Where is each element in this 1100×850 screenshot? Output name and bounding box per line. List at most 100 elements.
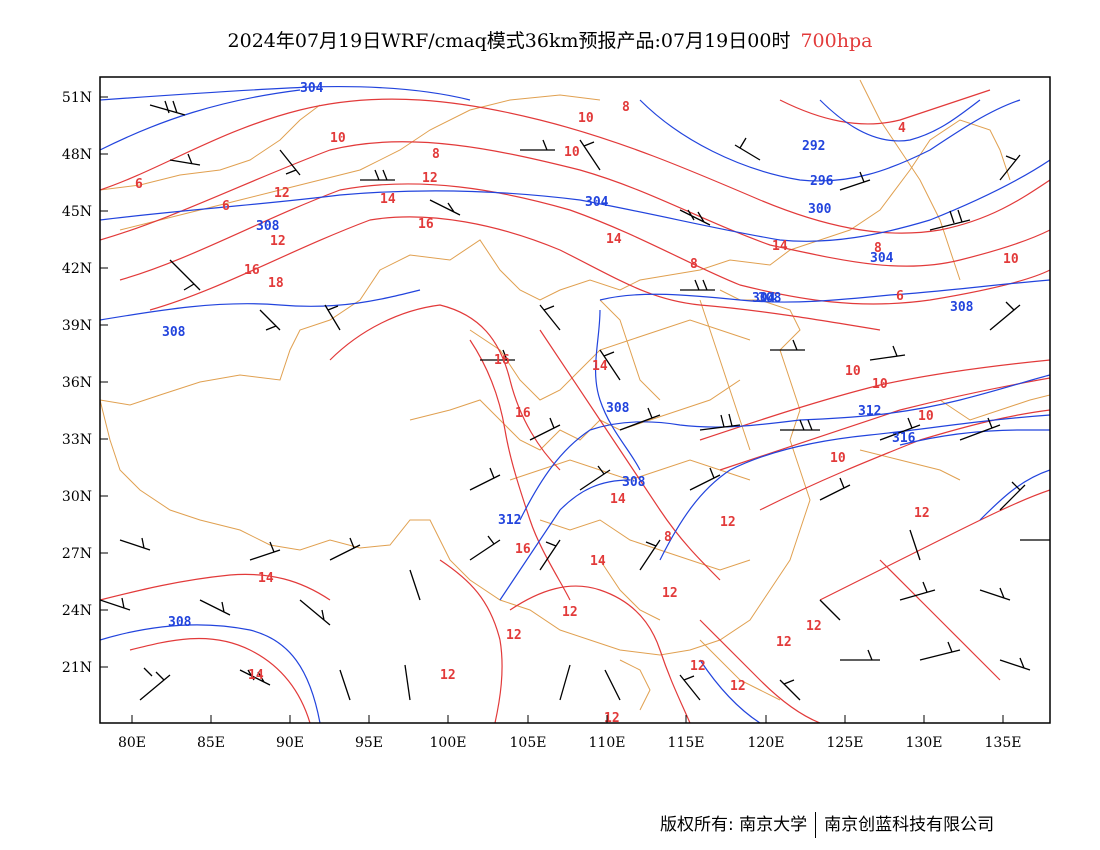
temperature-label: 10: [564, 145, 580, 160]
temperature-label: 10: [918, 409, 934, 424]
credit-separator: [815, 812, 817, 838]
lat-label: 30N: [62, 489, 92, 505]
temperature-label: 6: [222, 199, 230, 214]
temperature-label: 10: [872, 377, 888, 392]
height-labels: 304 292 296 304 300 304 308 308 304 308 …: [162, 81, 974, 630]
lat-label: 21N: [62, 660, 92, 676]
temperature-label: 16: [244, 263, 260, 278]
lat-label: 51N: [62, 90, 92, 106]
height-label: 312: [498, 513, 521, 528]
temperature-label: 4: [898, 121, 906, 136]
temperature-label: 10: [830, 451, 846, 466]
wind-barbs: [100, 100, 1050, 701]
temperature-label: 8: [622, 100, 630, 115]
height-label: 304: [585, 195, 609, 210]
temperature-label: 12: [422, 171, 438, 186]
lon-label: 120E: [748, 735, 785, 751]
height-contours: [100, 85, 1050, 723]
temperature-label: 8: [874, 241, 882, 256]
height-label: 304: [300, 81, 324, 96]
lon-label: 105E: [510, 735, 547, 751]
lon-label: 115E: [668, 735, 705, 751]
credit-left: 版权所有: 南京大学: [660, 815, 808, 835]
temperature-label: 12: [270, 234, 286, 249]
height-label: 304: [752, 291, 776, 306]
temperature-label: 12: [562, 605, 578, 620]
lon-label: 130E: [906, 735, 943, 751]
height-label: 316: [892, 431, 916, 446]
temperature-label: 12: [274, 186, 290, 201]
temperature-label: 14: [590, 554, 606, 569]
temperature-label: 10: [330, 131, 346, 146]
temperature-label: 18: [268, 276, 284, 291]
lon-axis: 80E 85E 90E 95E 100E 105E 110E 115E 120E…: [118, 715, 1021, 751]
temperature-label: 16: [418, 217, 434, 232]
height-label: 292: [802, 139, 825, 154]
lat-axis: 51N 48N 45N 42N 39N 36N 33N 30N 27N 24N …: [62, 90, 108, 676]
lon-label: 90E: [276, 735, 304, 751]
temperature-label: 8: [690, 257, 698, 272]
lat-label: 45N: [62, 204, 92, 220]
copyright-credit: 版权所有: 南京大学 南京创蓝科技有限公司: [660, 810, 994, 838]
temperature-label: 12: [730, 679, 746, 694]
temperature-label: 14: [258, 571, 274, 586]
temperature-label: 6: [135, 177, 143, 192]
credit-right: 南京创蓝科技有限公司: [824, 815, 995, 835]
temperature-contours: [100, 89, 1050, 723]
lat-label: 24N: [62, 603, 92, 619]
lat-label: 39N: [62, 318, 92, 334]
temperature-label: 16: [494, 353, 510, 368]
lon-label: 125E: [827, 735, 864, 751]
pressure-level: 700hpa: [800, 30, 873, 52]
temperature-label: 12: [662, 586, 678, 601]
lat-label: 48N: [62, 147, 92, 163]
temperature-label: 8: [432, 147, 440, 162]
chart-title: 2024年07月19日WRF/cmaq模式36km预报产品:07月19日00时 7…: [0, 26, 1100, 53]
temperature-label: 10: [578, 111, 594, 126]
temperature-label: 10: [845, 364, 861, 379]
lon-label: 110E: [589, 735, 626, 751]
temperature-label: 14: [610, 492, 626, 507]
temperature-label: 8: [664, 530, 672, 545]
temperature-label: 16: [515, 542, 531, 557]
lat-label: 27N: [62, 546, 92, 562]
lon-label: 85E: [197, 735, 225, 751]
lon-label: 80E: [118, 735, 146, 751]
height-label: 296: [810, 174, 834, 189]
temperature-label: 12: [720, 515, 736, 530]
height-label: 308: [606, 401, 630, 416]
height-label: 308: [256, 219, 280, 234]
temperature-label: 12: [806, 619, 822, 634]
temperature-label: 6: [896, 289, 904, 304]
temperature-label: 12: [776, 635, 792, 650]
height-label: 308: [950, 300, 974, 315]
temperature-label: 14: [248, 668, 264, 683]
height-label: 308: [758, 291, 782, 306]
boundary-lines: [100, 79, 1050, 711]
temperature-label: 14: [592, 359, 608, 374]
height-label: 308: [168, 615, 192, 630]
lon-label: 95E: [355, 735, 383, 751]
lat-label: 42N: [62, 261, 92, 277]
temperature-label: 14: [606, 232, 622, 247]
temperature-label: 16: [515, 406, 531, 421]
temperature-label: 12: [914, 506, 930, 521]
lat-label: 33N: [62, 432, 92, 448]
lat-label: 36N: [62, 375, 92, 391]
temperature-label: 12: [506, 628, 522, 643]
temperature-label: 12: [690, 659, 706, 674]
height-label: 308: [622, 475, 646, 490]
height-label: 312: [858, 404, 881, 419]
temperature-labels: 8 10 6 8 10 12 6 14 16 14 10 12 16 14 18…: [135, 100, 1019, 726]
title-main: 2024年07月19日WRF/cmaq模式36km预报产品:07月19日00时: [227, 30, 791, 52]
temperature-label: 12: [440, 668, 456, 683]
temperature-label: 12: [604, 711, 620, 726]
temperature-label: 10: [1003, 252, 1019, 267]
temperature-label: 14: [380, 192, 396, 207]
height-label: 308: [162, 325, 186, 340]
height-label: 300: [808, 202, 832, 217]
height-label: 304: [870, 251, 894, 266]
plot-area-background: [100, 77, 1050, 723]
plot-frame: [99, 76, 1051, 724]
